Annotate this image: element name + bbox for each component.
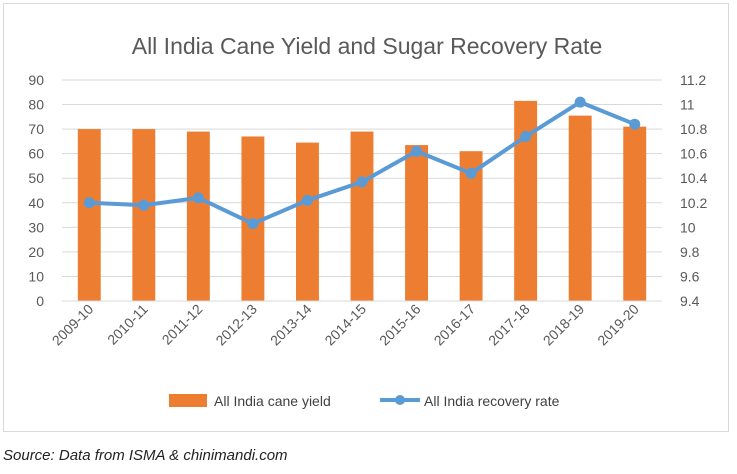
y-right-tick-label: 9.6 (680, 268, 700, 284)
line-series (83, 96, 641, 230)
y-left-tick-label: 60 (28, 146, 44, 162)
line-point (301, 194, 313, 206)
line-point (629, 118, 641, 130)
y-left-tick-label: 90 (28, 72, 44, 88)
x-tick-label: 2011-12 (159, 301, 206, 348)
y-left-tick-label: 20 (28, 244, 44, 260)
bar (623, 126, 647, 302)
line-point (520, 130, 532, 142)
legend-marker-recovery-rate (395, 395, 405, 405)
line-point (574, 96, 586, 108)
y-right-tick-label: 10.2 (680, 195, 707, 211)
bar (405, 145, 428, 301)
x-tick-label: 2012-13 (212, 301, 260, 349)
x-tick-label: 2015-16 (376, 301, 424, 349)
y-right-tick-label: 10.8 (680, 121, 707, 137)
chart: All India Cane Yield and Sugar Recovery … (28, 33, 707, 409)
legend-label-recovery-rate: All India recovery rate (424, 393, 560, 409)
bar (514, 100, 538, 301)
y-left-tick-label: 40 (28, 195, 44, 211)
legend: All India cane yield All India recovery … (169, 393, 560, 409)
y-left-tick-label: 80 (28, 97, 44, 113)
line-point (138, 199, 150, 211)
chart-frame: All India Cane Yield and Sugar Recovery … (3, 3, 729, 432)
y-left-tick-label: 70 (28, 121, 44, 137)
y-axis-left: 0 10 20 30 40 50 60 70 80 90 (28, 72, 44, 309)
y-left-tick-label: 0 (36, 293, 44, 309)
bar (77, 129, 101, 301)
y-axis-right: 9.4 9.6 9.8 10 10.2 10.4 10.6 10.8 11 11.2 (680, 72, 707, 309)
x-axis: 2009-10 2010-11 2011-12 2012-13 2013-14 2014-… (49, 300, 662, 349)
x-tick-label: 2010-11 (104, 301, 151, 348)
x-tick-label: 2009-10 (49, 301, 97, 349)
line-point (465, 167, 477, 179)
bar-series (77, 100, 647, 302)
legend-label-cane-yield: All India cane yield (214, 393, 331, 409)
y-right-tick-label: 10.4 (680, 170, 707, 186)
y-right-tick-label: 9.8 (680, 244, 700, 260)
line-point (356, 176, 368, 188)
bar (568, 115, 592, 301)
legend-swatch-cane-yield (169, 394, 207, 407)
y-left-tick-label: 50 (28, 170, 44, 186)
x-tick-label: 2016-17 (431, 301, 479, 349)
line-point (192, 192, 204, 204)
bar (186, 131, 210, 301)
x-tick-label: 2013-14 (267, 301, 315, 349)
x-tick-label: 2019-20 (594, 301, 642, 349)
bar (132, 129, 156, 301)
y-right-tick-label: 10.6 (680, 146, 707, 162)
y-right-tick-label: 9.4 (680, 293, 700, 309)
bar (459, 151, 483, 301)
source-note: Source: Data from ISMA & chinimandi.com (3, 447, 288, 464)
line-point (83, 197, 95, 209)
y-right-tick-label: 11.2 (680, 72, 706, 88)
y-left-tick-label: 10 (28, 268, 44, 284)
chart-title: All India Cane Yield and Sugar Recovery … (132, 33, 603, 59)
x-tick-label: 2017-18 (485, 301, 533, 349)
line-point (247, 218, 259, 230)
x-tick-label: 2018-19 (540, 301, 588, 349)
y-left-tick-label: 30 (28, 219, 44, 235)
bar (296, 142, 319, 301)
y-right-tick-label: 11 (680, 97, 695, 113)
bar (350, 131, 374, 301)
y-right-tick-label: 10 (680, 219, 696, 235)
x-tick-label: 2014-15 (321, 301, 369, 349)
line-point (411, 145, 423, 157)
